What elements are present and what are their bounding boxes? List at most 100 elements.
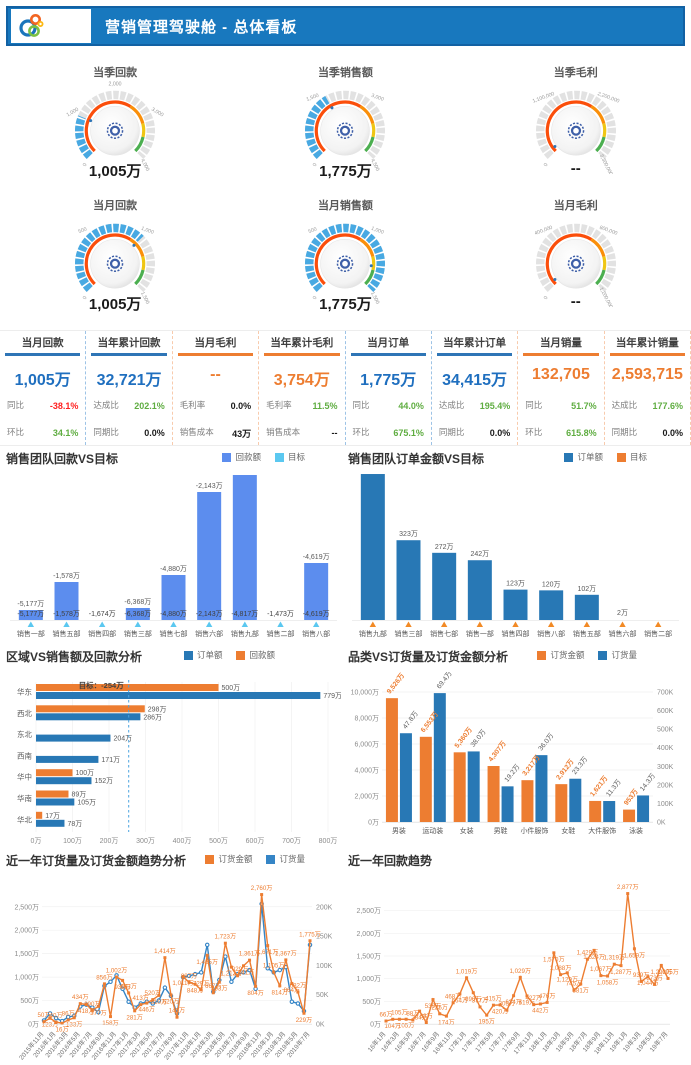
data-point[interactable] bbox=[505, 1008, 509, 1012]
legend-item-目标[interactable]: 目标 bbox=[274, 451, 305, 463]
collection-bar-华北[interactable] bbox=[36, 811, 43, 819]
order-bar-华南[interactable] bbox=[36, 798, 75, 806]
data-point[interactable] bbox=[248, 958, 252, 962]
data-point[interactable] bbox=[60, 1021, 64, 1025]
kpi-当年累计回款[interactable]: 当年累计回款 32,721万 达成比 202.1% 同期比 0.0% bbox=[86, 331, 173, 445]
bar-销售九部[interactable] bbox=[360, 474, 385, 620]
data-point[interactable] bbox=[612, 962, 616, 966]
target-marker-销售六部[interactable] bbox=[205, 621, 213, 628]
data-point[interactable] bbox=[96, 1004, 100, 1008]
data-point[interactable] bbox=[384, 1019, 388, 1023]
data-point[interactable] bbox=[639, 979, 643, 983]
data-point[interactable] bbox=[48, 1016, 52, 1020]
order-bar-西南[interactable] bbox=[36, 755, 99, 763]
bar-销售七部[interactable] bbox=[432, 552, 457, 620]
gauge-quarter-collection[interactable]: 当季回款 0 4,000 1,000 2,000 3,000 1,005万 bbox=[0, 58, 230, 191]
data-point[interactable] bbox=[242, 964, 245, 968]
data-point[interactable] bbox=[133, 1009, 137, 1013]
bar-销售六部[interactable] bbox=[197, 492, 222, 620]
data-point[interactable] bbox=[666, 976, 670, 980]
data-point[interactable] bbox=[485, 1013, 489, 1017]
data-point[interactable] bbox=[552, 951, 556, 955]
kpi-当月订单[interactable]: 当月订单 1,775万 同比 44.0% 环比 675.1% bbox=[346, 331, 432, 445]
data-point[interactable] bbox=[532, 1003, 536, 1007]
data-point[interactable] bbox=[54, 1020, 58, 1024]
amount-bar-男鞋[interactable] bbox=[487, 766, 500, 822]
data-point[interactable] bbox=[235, 974, 239, 978]
legend-item-订货量[interactable]: 订货量 bbox=[266, 853, 305, 865]
bar-销售一部[interactable] bbox=[18, 610, 43, 620]
data-point[interactable] bbox=[498, 1003, 502, 1007]
data-point[interactable] bbox=[175, 1015, 179, 1019]
target-marker-销售九部[interactable] bbox=[241, 621, 249, 628]
gauge-quarter-profit[interactable]: 当季毛利 0 3,300,000 1,100,000 2,200,000 -- bbox=[461, 58, 691, 191]
data-point[interactable] bbox=[599, 974, 603, 978]
amount-bar-男装[interactable] bbox=[385, 698, 398, 822]
collection-bar-华东[interactable] bbox=[36, 684, 219, 691]
data-point[interactable] bbox=[391, 1017, 395, 1021]
kpi-当月回款[interactable]: 当月回款 1,005万 同比 -38.1% 环比 34.1% bbox=[0, 331, 87, 445]
target-marker-销售一部[interactable] bbox=[476, 621, 484, 628]
data-point[interactable] bbox=[565, 971, 569, 975]
target-marker-销售七部[interactable] bbox=[440, 621, 448, 628]
data-point[interactable] bbox=[659, 963, 663, 967]
data-point[interactable] bbox=[66, 1018, 70, 1022]
target-marker-销售二部[interactable] bbox=[277, 621, 284, 628]
collection-trend-chart[interactable]: 0万500万1,000万1,500万2,000万2,500万16年1月16年3月… bbox=[348, 876, 683, 1064]
data-point[interactable] bbox=[632, 947, 636, 951]
data-point[interactable] bbox=[478, 1005, 482, 1009]
collection-bar-华南[interactable] bbox=[36, 790, 69, 798]
data-point[interactable] bbox=[424, 1021, 428, 1025]
qty-bar-女装[interactable] bbox=[467, 751, 480, 822]
legend-item-回款额[interactable]: 回款额 bbox=[222, 451, 261, 463]
data-point[interactable] bbox=[151, 998, 155, 1002]
legend-item-订货金额[interactable]: 订货金额 bbox=[537, 649, 584, 661]
data-point[interactable] bbox=[284, 958, 288, 962]
data-point[interactable] bbox=[121, 978, 125, 982]
legend-item-订货金额[interactable]: 订货金额 bbox=[205, 853, 252, 865]
data-point[interactable] bbox=[90, 1008, 94, 1012]
data-point[interactable] bbox=[404, 1017, 408, 1021]
target-marker-销售八部[interactable] bbox=[547, 621, 555, 628]
data-point[interactable] bbox=[199, 988, 203, 992]
qty-bar-女鞋[interactable] bbox=[569, 778, 582, 822]
data-point[interactable] bbox=[102, 982, 106, 986]
bar-销售七部[interactable] bbox=[161, 575, 186, 620]
data-point[interactable] bbox=[438, 1012, 442, 1016]
data-point[interactable] bbox=[260, 893, 264, 897]
order-trend-chart[interactable]: 0万 500万 1,000万 1,500万 2,000万 2,500万 0K 50K 100K 1… bbox=[6, 876, 341, 1064]
amount-bar-女鞋[interactable] bbox=[555, 784, 568, 822]
data-point[interactable] bbox=[512, 994, 516, 998]
data-point[interactable] bbox=[187, 980, 191, 984]
target-marker-销售二部[interactable] bbox=[654, 621, 662, 628]
data-point[interactable] bbox=[579, 982, 583, 986]
data-point[interactable] bbox=[78, 1002, 82, 1006]
region-chart[interactable]: 0万 100万 200万 300万 400万 500万 600万 700万 800万 华东 500万… bbox=[6, 672, 341, 848]
amount-bar-运动装[interactable] bbox=[419, 736, 432, 822]
data-point[interactable] bbox=[619, 964, 623, 968]
data-point[interactable] bbox=[606, 974, 610, 978]
target-marker-销售五部[interactable] bbox=[583, 621, 591, 628]
data-point[interactable] bbox=[626, 892, 630, 896]
data-point[interactable] bbox=[431, 998, 435, 1002]
data-point[interactable] bbox=[458, 992, 462, 996]
gauge-quarter-sales[interactable]: 当季销售额 0 4,500 1,500 3,000 1,775万 bbox=[230, 58, 460, 191]
data-point[interactable] bbox=[72, 1016, 76, 1020]
bar-销售一部[interactable] bbox=[467, 560, 492, 620]
target-marker-销售三部[interactable] bbox=[405, 621, 412, 628]
data-point[interactable] bbox=[193, 982, 197, 986]
amount-bar-大件服饰[interactable] bbox=[589, 800, 602, 822]
data-point[interactable] bbox=[545, 1000, 549, 1004]
data-point[interactable] bbox=[308, 939, 312, 943]
order-bar-西北[interactable] bbox=[36, 713, 141, 721]
bar-销售三部[interactable] bbox=[396, 540, 421, 620]
data-point[interactable] bbox=[491, 1003, 495, 1007]
legend-item-回款额[interactable]: 回款额 bbox=[236, 649, 275, 661]
data-point[interactable] bbox=[223, 941, 227, 945]
data-point[interactable] bbox=[572, 988, 576, 992]
bar-销售四部[interactable] bbox=[503, 589, 528, 620]
qty-bar-泳装[interactable] bbox=[637, 795, 650, 822]
data-point[interactable] bbox=[592, 948, 596, 952]
